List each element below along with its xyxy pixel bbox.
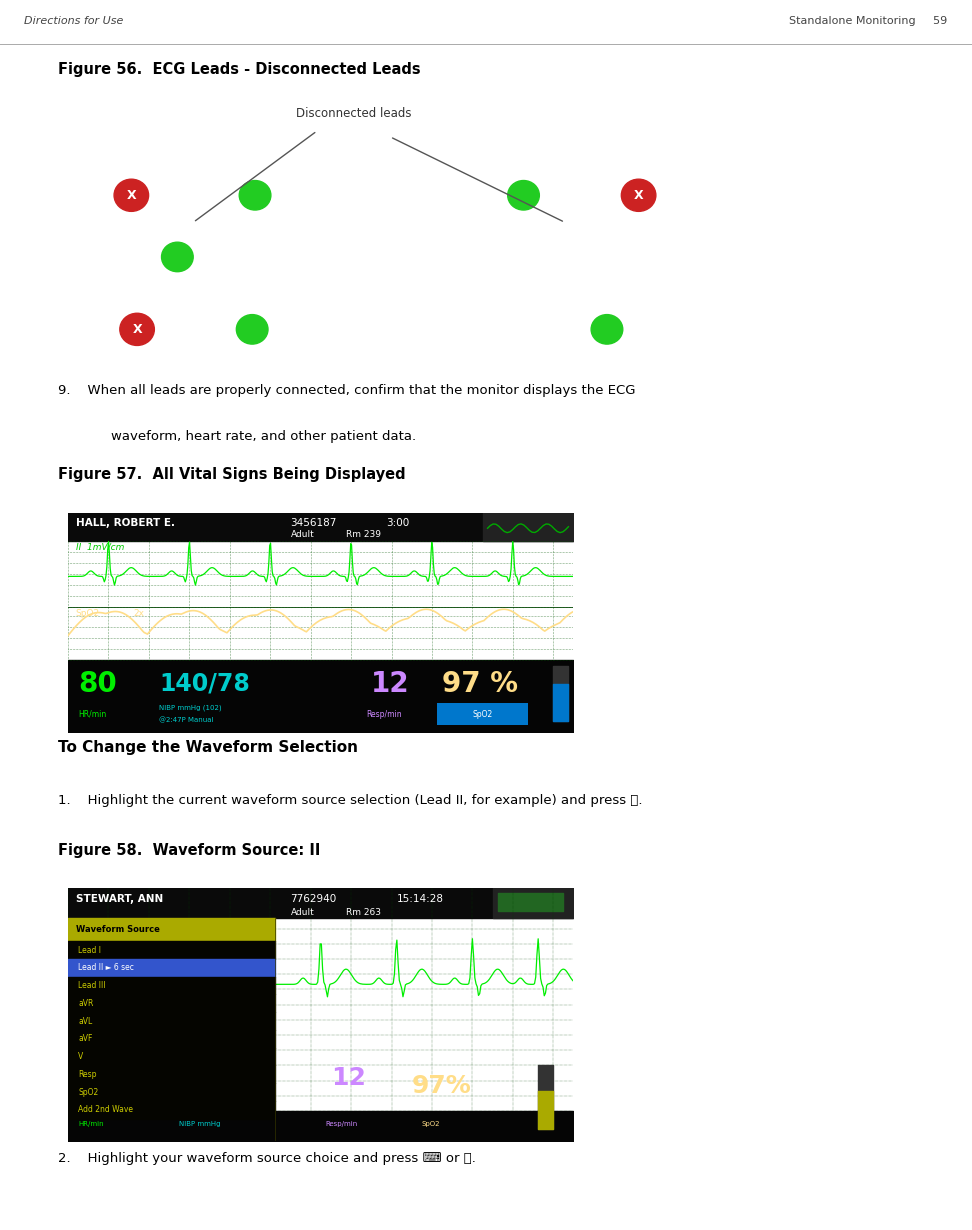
Text: To Change the Waveform Selection: To Change the Waveform Selection <box>58 740 359 755</box>
Text: Directions for Use: Directions for Use <box>24 16 123 26</box>
Text: Lead III: Lead III <box>78 982 106 990</box>
Circle shape <box>591 315 623 344</box>
Circle shape <box>161 242 193 272</box>
Text: Figure 56.  ECG Leads - Disconnected Leads: Figure 56. ECG Leads - Disconnected Lead… <box>58 63 421 77</box>
Text: X: X <box>634 188 643 202</box>
Circle shape <box>114 180 149 212</box>
Text: Figure 57.  All Vital Signs Being Displayed: Figure 57. All Vital Signs Being Display… <box>58 467 406 482</box>
Text: Adult: Adult <box>291 530 314 539</box>
Text: Adult: Adult <box>291 908 314 916</box>
Text: Rm 239: Rm 239 <box>346 530 381 539</box>
Text: 15:14:28: 15:14:28 <box>397 894 443 904</box>
Text: 80: 80 <box>78 669 117 697</box>
Text: 12: 12 <box>371 669 410 697</box>
Text: Figure 58.  Waveform Source: II: Figure 58. Waveform Source: II <box>58 843 321 859</box>
Circle shape <box>239 181 271 210</box>
Text: 3:00: 3:00 <box>387 518 410 528</box>
Text: 2x: 2x <box>134 609 145 619</box>
Text: II  1mV/cm: II 1mV/cm <box>76 542 124 551</box>
Text: 3456187: 3456187 <box>291 518 337 528</box>
Circle shape <box>507 181 539 210</box>
Text: STEWART, ANN: STEWART, ANN <box>76 894 163 904</box>
Text: SpO2: SpO2 <box>472 710 493 718</box>
Text: X: X <box>126 188 136 202</box>
Text: waveform, heart rate, and other patient data.: waveform, heart rate, and other patient … <box>112 429 416 443</box>
Text: Add 2nd Wave: Add 2nd Wave <box>78 1106 133 1114</box>
Text: 97%: 97% <box>412 1074 471 1097</box>
Text: SpO2: SpO2 <box>76 609 100 619</box>
Text: V: V <box>78 1052 84 1061</box>
Text: aVR: aVR <box>78 999 93 1007</box>
FancyBboxPatch shape <box>437 704 528 726</box>
Text: X: X <box>132 322 142 336</box>
Text: NIBP mmHg (102): NIBP mmHg (102) <box>159 705 222 711</box>
Text: Resp: Resp <box>78 1070 96 1079</box>
Text: SpO2: SpO2 <box>422 1121 440 1127</box>
Circle shape <box>236 315 268 344</box>
Text: Disconnected leads: Disconnected leads <box>295 107 411 121</box>
Text: 7762940: 7762940 <box>291 894 336 904</box>
Circle shape <box>621 180 656 212</box>
Text: Rm 263: Rm 263 <box>346 908 381 916</box>
Text: aVF: aVF <box>78 1034 92 1043</box>
Circle shape <box>120 314 155 346</box>
Text: NIBP mmHg: NIBP mmHg <box>179 1121 221 1127</box>
Text: @2:47P Manual: @2:47P Manual <box>159 717 214 723</box>
Text: SpO2: SpO2 <box>78 1087 98 1096</box>
Text: Waveform Source: Waveform Source <box>76 925 159 935</box>
Text: Lead II ► 6 sec: Lead II ► 6 sec <box>78 963 134 973</box>
Text: aVL: aVL <box>78 1016 92 1026</box>
Text: HR/min: HR/min <box>78 1121 104 1127</box>
Text: 140/78: 140/78 <box>159 672 250 696</box>
Text: II         1mV/cm: II 1mV/cm <box>76 921 133 931</box>
Text: 1.    Highlight the current waveform source selection (Lead II, for example) and: 1. Highlight the current waveform source… <box>58 795 642 807</box>
Text: HALL, ROBERT E.: HALL, ROBERT E. <box>76 518 175 528</box>
Text: 9.    When all leads are properly connected, confirm that the monitor displays t: 9. When all leads are properly connected… <box>58 384 636 397</box>
Text: Lead I: Lead I <box>78 946 101 954</box>
Text: HR/min: HR/min <box>78 710 106 718</box>
Text: Standalone Monitoring     59: Standalone Monitoring 59 <box>789 16 948 26</box>
Text: Resp/min: Resp/min <box>326 1121 358 1127</box>
Text: Resp/min: Resp/min <box>366 710 401 718</box>
Text: 97 %: 97 % <box>442 669 518 697</box>
Text: 12: 12 <box>330 1066 365 1090</box>
Text: 2.    Highlight your waveform source choice and press ⌨ or ⓞ.: 2. Highlight your waveform source choice… <box>58 1151 476 1165</box>
